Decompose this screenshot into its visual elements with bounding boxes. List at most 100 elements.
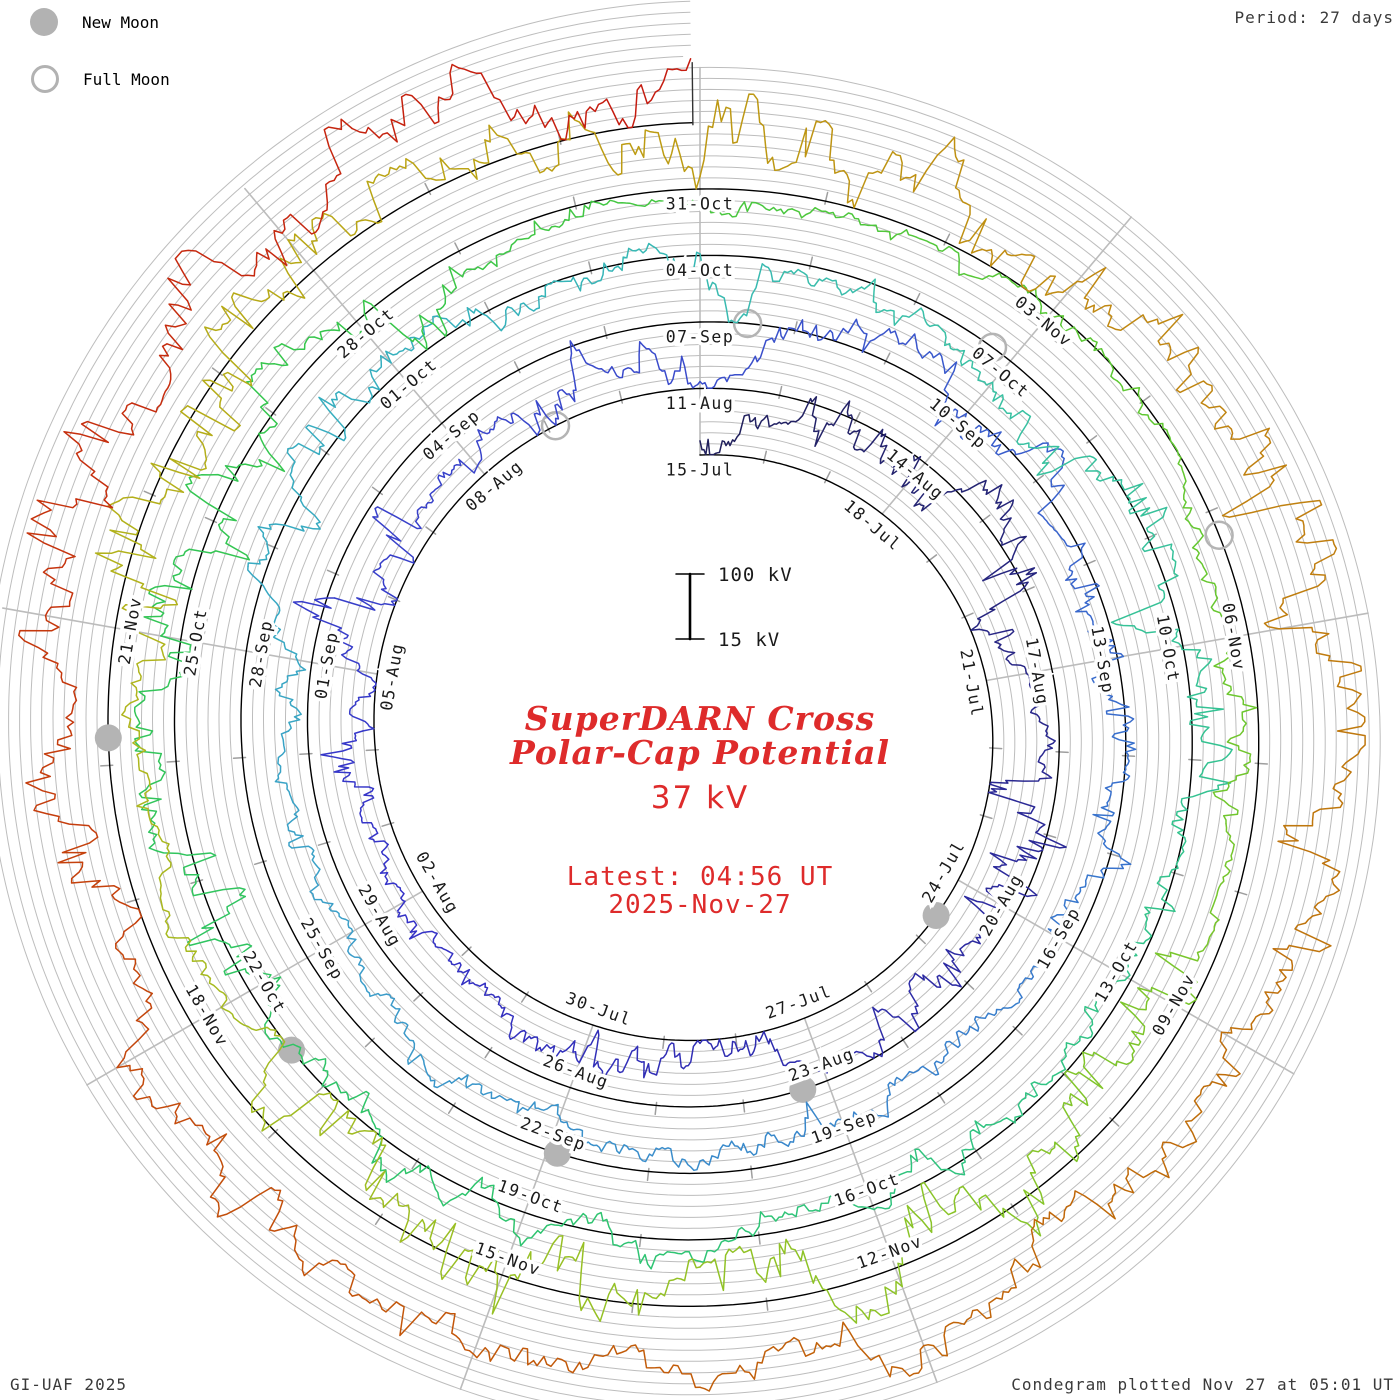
trace-segment [484, 111, 596, 174]
day-tick [961, 612, 974, 619]
trace-segment [320, 730, 375, 790]
trace-segment [515, 1211, 613, 1247]
trace-segment [640, 1039, 701, 1079]
trace-segment [881, 229, 965, 276]
trace-segment [147, 826, 246, 898]
trace-segment [569, 340, 638, 391]
trace-segment [699, 1238, 793, 1292]
trace-segment [813, 400, 863, 451]
trace-segment [206, 1133, 284, 1232]
day-tick [662, 1035, 666, 1050]
trace-segment [132, 730, 159, 828]
trace-segment [406, 1218, 499, 1290]
date-label: 16-Sep [1033, 904, 1084, 973]
trace-segment [578, 1029, 643, 1083]
spoke [803, 1017, 938, 1384]
day-tick [937, 1092, 946, 1104]
trace-segment [1091, 655, 1135, 732]
day-tick [424, 182, 432, 196]
trace-segment [286, 801, 321, 871]
spoke [244, 187, 486, 476]
trace-segment [978, 628, 1028, 675]
day-tick [988, 747, 1003, 750]
day-tick [126, 898, 140, 904]
trace-segment [346, 930, 388, 998]
date-label: 24-Jul [918, 837, 969, 906]
trace-segment [558, 1115, 628, 1155]
trace-segment [1017, 1042, 1075, 1117]
trace-segment [991, 381, 1038, 450]
trace-segment [1212, 730, 1252, 825]
date-label: 15-Nov [472, 1238, 543, 1279]
trace-segment [596, 1258, 701, 1322]
trace-segment [1104, 730, 1137, 804]
day-tick [979, 814, 993, 820]
latest-date-label: 2025-Nov-27 [608, 890, 792, 920]
full-moon-icon [31, 65, 59, 93]
trace-segment [954, 1114, 1024, 1176]
day-tick [364, 1037, 375, 1048]
trace-segment [784, 1191, 875, 1218]
moon-marker-new [789, 1075, 817, 1103]
day-tick [762, 450, 768, 464]
trace-segment [143, 548, 212, 637]
trace-segment [1121, 482, 1174, 560]
trace-segment [844, 318, 920, 354]
spoke [957, 879, 1295, 1075]
trace-segment [1213, 636, 1258, 732]
trace-segment [18, 614, 78, 732]
trace-segment [441, 238, 522, 295]
day-tick [750, 1165, 753, 1179]
trace-segment [1177, 454, 1204, 551]
day-tick [1109, 1117, 1120, 1127]
trace-segment [274, 659, 307, 732]
trace-segment [220, 239, 306, 330]
plot-title-line2: Polar-Cap Potential [509, 733, 891, 772]
day-tick [1043, 833, 1057, 839]
trace-segment [1096, 1141, 1193, 1220]
day-tick [864, 980, 873, 993]
day-tick [484, 1046, 493, 1059]
trace-segment [778, 268, 863, 296]
trace-segment [1050, 1051, 1104, 1163]
plot-title-line1: SuperDARN Cross [524, 699, 876, 738]
day-tick [387, 595, 401, 603]
day-tick [973, 1147, 982, 1160]
trace-segment [955, 998, 1021, 1040]
day-tick [413, 991, 424, 1002]
day-tick [232, 756, 247, 759]
moon-marker-new [543, 1139, 571, 1167]
day-tick [1083, 559, 1096, 567]
trace-segment [587, 1344, 701, 1389]
date-label: 19-Oct [495, 1176, 566, 1217]
day-tick [915, 934, 926, 945]
trace-segment [770, 1101, 843, 1147]
date-label: 10-Oct [1153, 613, 1184, 684]
trace-segment [906, 470, 989, 512]
date-label: 11-Aug [666, 394, 735, 413]
day-tick [143, 490, 157, 497]
spoke [881, 216, 1132, 515]
spoke [1, 607, 379, 675]
trace-segment [63, 402, 135, 509]
trace-segment [589, 58, 692, 129]
trace-segment [1150, 919, 1220, 1006]
day-tick [734, 1033, 738, 1047]
day-tick [926, 554, 938, 563]
trace-segment [635, 341, 701, 389]
trace-segment [626, 1145, 701, 1172]
day-tick [484, 301, 491, 314]
current-potential-value: 37 kV [650, 780, 750, 816]
trace-segment [1278, 626, 1366, 732]
day-tick [1234, 890, 1248, 896]
trace-segment [606, 199, 701, 209]
day-tick [447, 1102, 456, 1114]
trace-segment [1110, 558, 1182, 647]
date-label: 04-Oct [666, 261, 735, 280]
trace-segment [791, 206, 883, 233]
day-tick [1010, 1203, 1019, 1215]
scale-bottom-label: 15 kV [718, 629, 780, 651]
trace-segment [372, 501, 429, 564]
moon-marker-full [540, 410, 571, 441]
